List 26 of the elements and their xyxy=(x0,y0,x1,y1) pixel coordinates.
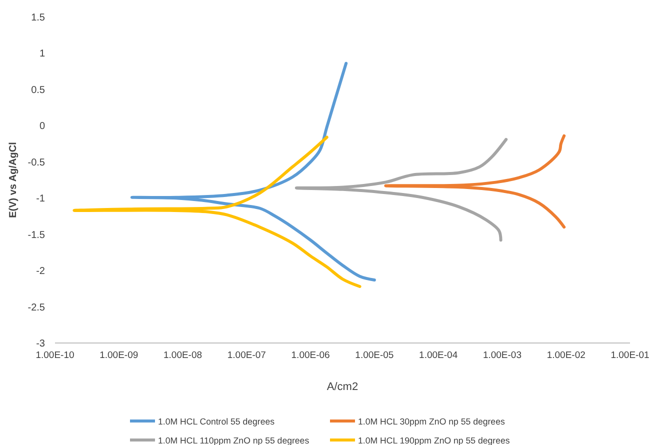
x-tick-label: 1.00E-07 xyxy=(227,350,266,361)
x-tick-label: 1.00E-09 xyxy=(100,350,138,361)
legend-label: 1.0M HCL Control 55 degrees xyxy=(158,416,276,426)
x-tick-label: 1.00E-02 xyxy=(546,350,586,361)
y-tick-label: -0.5 xyxy=(28,157,46,168)
legend-label: 1.0M HCL 190ppm ZnO np 55 degrees xyxy=(358,436,510,445)
x-tick-label: 1.00E-08 xyxy=(163,350,202,361)
y-tick-label: 1 xyxy=(39,48,46,60)
y-tick-label: -2 xyxy=(36,266,46,278)
x-tick-label: 1.00E-10 xyxy=(36,350,74,361)
y-tick-label: 1.5 xyxy=(31,12,46,24)
x-tick-label: 1.00E-06 xyxy=(291,350,330,361)
y-tick-label: 0.5 xyxy=(31,84,46,96)
y-axis-title: E(V) vs Ag/AgCl xyxy=(8,142,19,218)
legend-label: 1.0M HCL 30ppm ZnO np 55 degrees xyxy=(358,416,506,426)
legend-label: 1.0M HCL 110ppm ZnO np 55 degrees xyxy=(158,436,310,445)
x-tick-label: 1.00E-05 xyxy=(355,350,394,361)
x-tick-label: 1.00E-01 xyxy=(610,350,649,361)
x-tick-label: 1.00E-03 xyxy=(482,350,522,361)
x-tick-label: 1.00E-04 xyxy=(419,350,458,361)
y-tick-label: -1.5 xyxy=(28,230,46,241)
y-tick-label: 0 xyxy=(39,121,46,132)
y-tick-label: -2.5 xyxy=(28,302,46,314)
x-axis-title: A/cm2 xyxy=(326,381,358,393)
y-tick-label: -3 xyxy=(36,338,46,350)
y-tick-label: -1 xyxy=(36,194,46,205)
